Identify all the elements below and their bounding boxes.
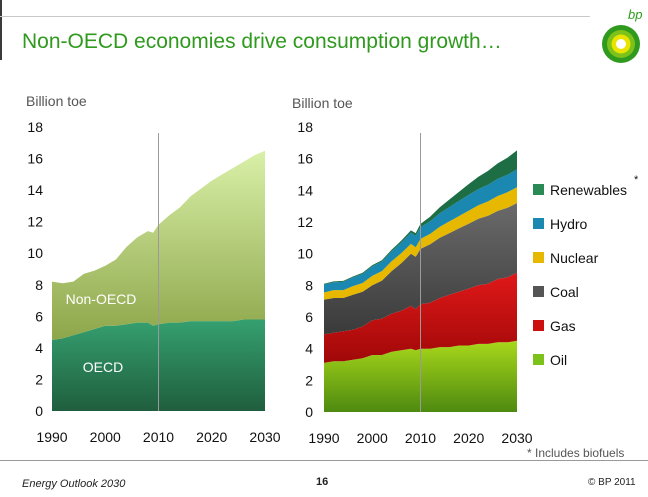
footnote: * Includes biofuels: [527, 446, 625, 460]
legend-swatch-hydro: [533, 218, 544, 229]
x-tick-label: 1990: [36, 429, 67, 445]
y-tick-label: 8: [35, 277, 43, 293]
x-tick-label: 2030: [249, 429, 280, 445]
legend-label-hydro: Hydro: [550, 216, 588, 232]
legend-label-gas: Gas: [550, 318, 576, 334]
x-tick-label: 2000: [357, 430, 388, 446]
legend-label-coal: Coal: [550, 284, 579, 300]
y-tick-label: 2: [35, 371, 43, 387]
y-tick-label: 10: [297, 246, 313, 262]
y-tick-label: 6: [35, 308, 43, 324]
y-tick-label: 14: [27, 182, 43, 198]
x-tick-label: 2000: [90, 429, 121, 445]
y-tick-label: 16: [297, 151, 313, 167]
label-oecd: OECD: [83, 359, 123, 375]
legend-swatch-gas: [533, 320, 544, 331]
footer-publication: Energy Outlook 2030: [22, 478, 126, 490]
legend-swatch-nuclear: [533, 252, 544, 263]
legend-swatch-coal: [533, 286, 544, 297]
area-renewables: [324, 150, 517, 285]
x-tick-label: 1990: [308, 430, 339, 446]
label-non-oecd: Non-OECD: [66, 291, 137, 307]
x-tick-label: 2020: [453, 430, 484, 446]
slide-title: Non-OECD economies drive consumption gro…: [22, 30, 502, 53]
legend-label-oil: Oil: [550, 352, 567, 368]
y-axis-label: Billion toe: [26, 93, 87, 109]
header-rule: [0, 16, 590, 17]
legend-label-nuclear: Nuclear: [550, 250, 599, 266]
y-tick-label: 0: [305, 404, 313, 420]
bp-logo-icon: bp: [602, 7, 642, 63]
y-tick-label: 18: [27, 119, 43, 135]
y-tick-label: 4: [305, 341, 313, 357]
x-tick-label: 2020: [196, 429, 227, 445]
footer-rule: [0, 460, 648, 461]
bp-logo-text: bp: [628, 7, 642, 22]
copyright: © BP 2011: [588, 477, 636, 488]
x-tick-label: 2030: [501, 430, 532, 446]
y-axis-label: Billion toe: [292, 95, 353, 111]
x-tick-label: 2010: [405, 430, 436, 446]
x-tick-label: 2010: [143, 429, 174, 445]
y-tick-label: 18: [297, 119, 313, 135]
y-tick-label: 6: [305, 309, 313, 325]
y-tick-label: 14: [297, 182, 313, 198]
legend-footnote-marker: *: [634, 174, 639, 186]
y-tick-label: 12: [297, 214, 313, 230]
page-number: 16: [316, 476, 329, 488]
legend-swatch-oil: [533, 354, 544, 365]
y-tick-label: 4: [35, 340, 43, 356]
y-tick-label: 8: [305, 277, 313, 293]
y-tick-label: 12: [27, 214, 43, 230]
legend-label-renewables: Renewables: [550, 182, 627, 198]
y-tick-label: 10: [27, 245, 43, 261]
legend-swatch-renewables: [533, 184, 544, 195]
y-tick-label: 0: [35, 403, 43, 419]
y-tick-label: 16: [27, 151, 43, 167]
y-tick-label: 2: [305, 372, 313, 388]
left-accent-bar: [0, 0, 2, 60]
